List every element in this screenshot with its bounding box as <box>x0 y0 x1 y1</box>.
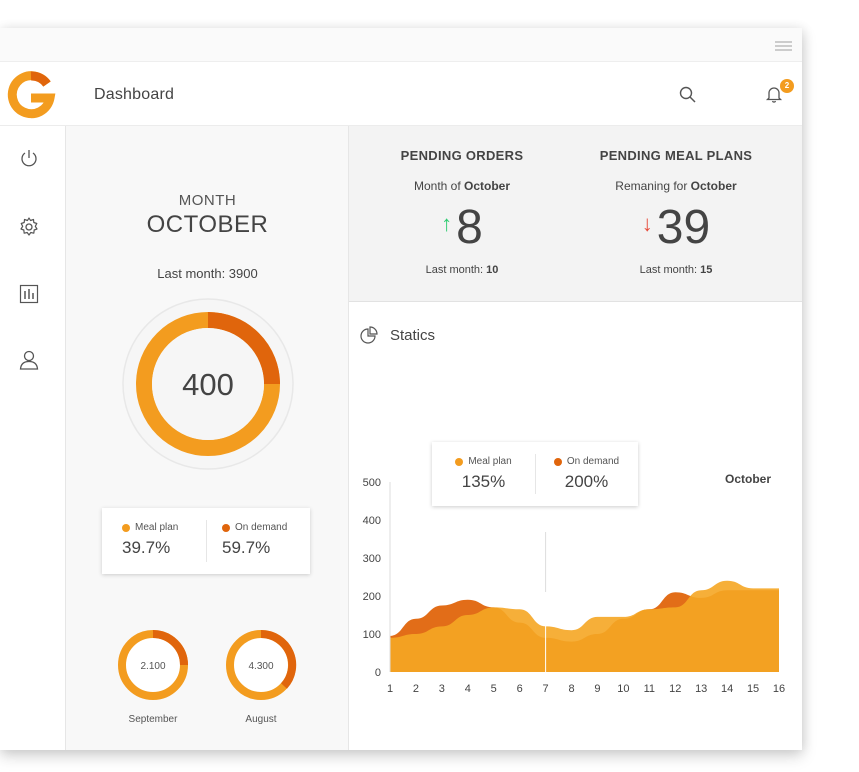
statics-title: Statics <box>390 327 436 344</box>
x-tick-label: 16 <box>773 683 785 695</box>
total-donut: 400 <box>122 298 294 470</box>
y-tick-label: 500 <box>363 477 381 489</box>
pending-stats: PENDING ORDERS Month of October ↑8 Last … <box>349 126 802 302</box>
legend-meal-plan: Meal plan 39.7% <box>122 522 226 558</box>
tooltip-on-demand: On demand 200% <box>535 456 638 492</box>
power-icon[interactable] <box>18 148 40 170</box>
legend-value: 59.7% <box>222 538 271 557</box>
y-tick-label: 100 <box>363 629 381 641</box>
month-label: MONTH <box>178 192 237 209</box>
x-tick-label: 3 <box>439 683 445 695</box>
series-meal-plan-area <box>390 580 779 672</box>
x-tick-label: 14 <box>721 683 733 695</box>
x-tick-label: 4 <box>465 683 471 695</box>
g-logo[interactable] <box>6 70 56 120</box>
pending-orders-last: Last month: 10 <box>425 264 499 276</box>
notification-badge: 2 <box>780 79 794 93</box>
month-name: OCTOBER <box>146 211 269 238</box>
title-bar <box>0 28 802 62</box>
legend-value: 39.7% <box>122 538 171 557</box>
pending-meal-plans-title: PENDING MEAL PLANS <box>599 148 753 163</box>
x-tick-label: 9 <box>594 683 600 695</box>
x-tick-label: 8 <box>568 683 574 695</box>
month-panel: MONTH OCTOBER Last month: 3900 400 Meal … <box>66 126 349 750</box>
pending-meal-plans-card: PENDING MEAL PLANS Remaning for October … <box>563 126 789 302</box>
august-donut: 4.300 <box>226 629 297 700</box>
x-tick-label: 5 <box>491 683 497 695</box>
hamburger-icon[interactable] <box>775 41 792 51</box>
september-donut: 2.100 <box>118 630 188 700</box>
pending-meal-plans-last: Last month: 15 <box>639 264 713 276</box>
pending-orders-title: PENDING ORDERS <box>400 148 524 163</box>
chart-month-label: October <box>725 472 772 486</box>
app-window: Dashboard 2 MONTH <box>0 28 802 750</box>
legend-label: Meal plan <box>135 522 179 533</box>
x-tick-label: 15 <box>747 683 759 695</box>
y-tick-label: 200 <box>363 591 381 603</box>
search-icon[interactable] <box>679 86 697 104</box>
x-tick-label: 1 <box>387 683 393 695</box>
pending-meal-plans-value: ↓39 <box>641 201 711 254</box>
pending-orders-value: ↑8 <box>441 201 483 254</box>
month-legend: Meal plan 39.7% On demand 59.7% <box>102 508 310 574</box>
september-caption: September <box>128 714 178 725</box>
arrow-up-icon: ↑ <box>441 211 453 236</box>
x-tick-label: 10 <box>617 683 629 695</box>
tooltip-meal-plan: Meal plan 135% <box>432 456 535 492</box>
page-title: Dashboard <box>94 86 175 103</box>
svg-text:2.100: 2.100 <box>140 661 165 672</box>
sidebar <box>0 126 66 750</box>
svg-text:4.300: 4.300 <box>248 661 273 672</box>
chart-tooltip: Meal plan 135% On demand 200% <box>432 442 638 506</box>
gear-icon[interactable] <box>18 216 40 238</box>
y-tick-label: 300 <box>363 553 381 565</box>
top-header: Dashboard 2 <box>0 62 802 126</box>
bell-icon[interactable] <box>764 84 784 104</box>
legend-on-demand: On demand 59.7% <box>222 522 326 558</box>
statics-panel: Statics 0 100 200 300 400 500 1 2 3 4 5 6 7 8 9 10 11 12… <box>349 302 802 750</box>
last-month-total: Last month: 3900 <box>157 266 258 281</box>
user-icon[interactable] <box>18 349 40 371</box>
pending-orders-card: PENDING ORDERS Month of October ↑8 Last … <box>349 126 575 302</box>
august-caption: August <box>245 714 277 725</box>
pending-meal-plans-sub: Remaning for October <box>615 179 737 193</box>
bar-chart-icon[interactable] <box>18 283 40 305</box>
x-tick-label: 6 <box>517 683 523 695</box>
x-tick-label: 2 <box>413 683 419 695</box>
x-tick-label: 13 <box>695 683 707 695</box>
legend-label: On demand <box>235 522 288 533</box>
x-tick-label: 11 <box>644 683 655 695</box>
total-value: 400 <box>182 367 234 402</box>
x-tick-label: 12 <box>669 683 681 695</box>
pie-chart-icon <box>360 326 378 344</box>
arrow-down-icon: ↓ <box>641 211 653 236</box>
y-tick-label: 400 <box>363 515 381 527</box>
pending-orders-sub: Month of October <box>413 179 511 193</box>
x-tick-label: 7 <box>543 683 549 695</box>
y-tick-label: 0 <box>375 667 381 679</box>
